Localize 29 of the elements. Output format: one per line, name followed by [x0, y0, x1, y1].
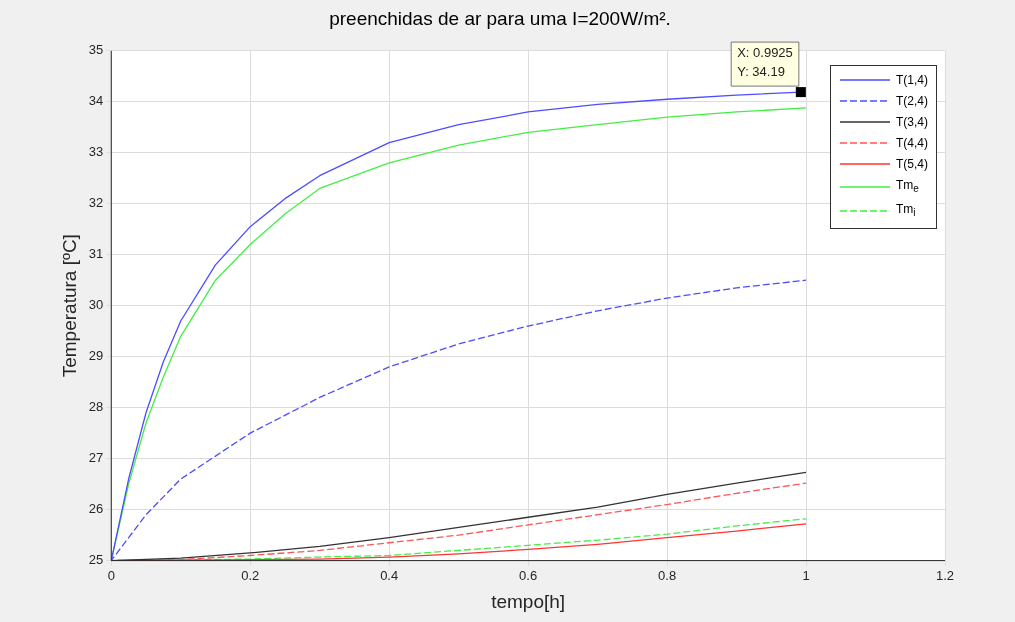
x-tick-label: 0 — [107, 567, 115, 583]
x-tick-label: 0.4 — [380, 567, 399, 583]
y-tick-label: 32 — [88, 195, 104, 211]
legend-label: T(3,4) — [896, 113, 929, 131]
legend-label: T(1,4) — [896, 71, 929, 89]
y-axis-title: Temperatura [ºC] — [58, 234, 80, 378]
y-tick-label: 26 — [88, 501, 104, 517]
x-axis-title: tempo[h] — [491, 590, 566, 612]
x-tick-label: 0.8 — [658, 567, 677, 583]
annotation: X: 0.9925 Y: 34.19 — [737, 45, 793, 80]
y-tick-label: 30 — [88, 297, 104, 313]
x-tick-label: 1.2 — [935, 567, 955, 583]
y-tick-label: 34 — [88, 93, 104, 109]
y-tick-label: 25 — [88, 552, 104, 568]
y-tick-label: 28 — [88, 399, 104, 415]
x-tick-label: 1 — [802, 567, 810, 583]
legend-label: Tm$_{i}$ — [896, 201, 916, 221]
legend-label: T(4,4) — [896, 134, 929, 152]
y-tick-label: 29 — [88, 348, 104, 364]
y-tick-label: 31 — [88, 246, 104, 262]
x-tick-label: 0.2 — [241, 567, 260, 583]
chart-title: preenchidas de ar para uma I=200W/m². — [329, 7, 671, 29]
x-tick-label: 0.6 — [519, 567, 538, 583]
legend-label: T(5,4) — [896, 155, 929, 173]
y-tick-label: 33 — [88, 144, 104, 160]
legend-label: T(2,4) — [896, 92, 929, 110]
y-tick-label: 35 — [88, 42, 104, 58]
y-tick-label: 27 — [88, 450, 104, 466]
legend-label: Tm$_{e}$ — [896, 176, 919, 197]
